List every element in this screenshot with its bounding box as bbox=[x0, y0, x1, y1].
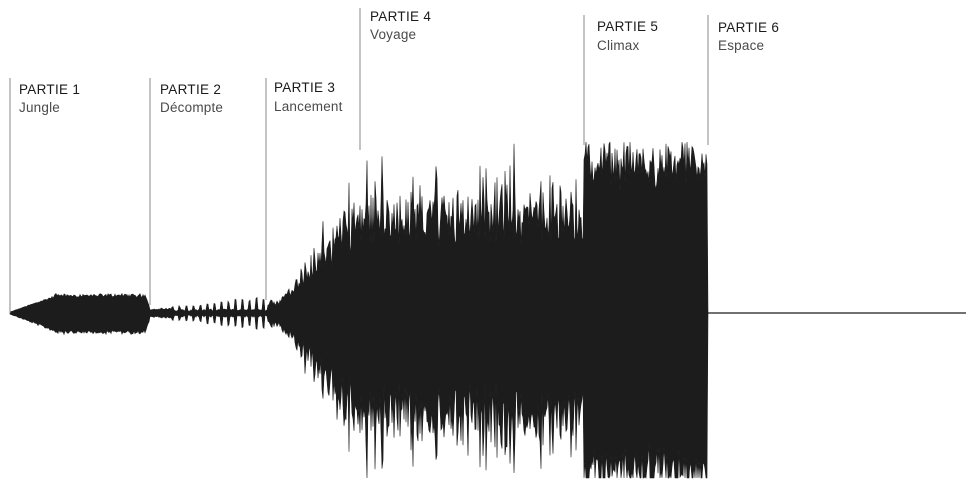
section-4: PARTIE 4 Voyage bbox=[359, 8, 431, 150]
waveform-envelope bbox=[9, 141, 710, 479]
section-subtitle-6: Espace bbox=[718, 38, 764, 53]
waveform bbox=[9, 141, 966, 479]
section-subtitle-3: Lancement bbox=[274, 99, 343, 114]
section-3: PARTIE 3 Lancement bbox=[265, 78, 343, 300]
section-title-1: PARTIE 1 bbox=[19, 82, 80, 97]
section-6: PARTIE 6 Espace bbox=[707, 15, 779, 145]
section-title-3: PARTIE 3 bbox=[274, 80, 335, 95]
section-5: PARTIE 5 Climax bbox=[583, 15, 658, 145]
section-subtitle-4: Voyage bbox=[370, 27, 416, 42]
section-subtitle-5: Climax bbox=[597, 38, 640, 53]
section-title-2: PARTIE 2 bbox=[160, 82, 221, 97]
section-title-4: PARTIE 4 bbox=[370, 9, 431, 24]
section-2: PARTIE 2 Décompte bbox=[149, 78, 223, 305]
section-subtitle-2: Décompte bbox=[160, 100, 223, 115]
section-subtitle-1: Jungle bbox=[19, 100, 60, 115]
section-title-5: PARTIE 5 bbox=[597, 19, 658, 34]
section-title-6: PARTIE 6 bbox=[718, 20, 779, 35]
section-1: PARTIE 1 Jungle bbox=[9, 78, 80, 313]
